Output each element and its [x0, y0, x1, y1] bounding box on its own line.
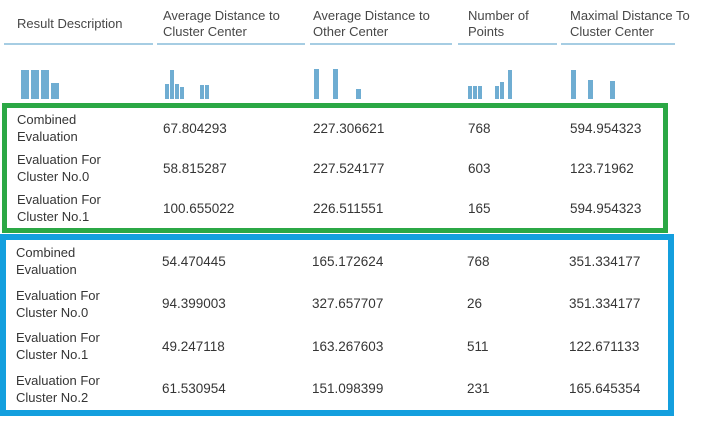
table-row: Evaluation For Cluster No.1 49.247118 163.…	[6, 325, 668, 368]
cell-value: 165.645354	[569, 381, 641, 397]
sparkline-bar-number-of-points[interactable]	[478, 86, 482, 99]
sparkline-bar-result-description[interactable]	[51, 83, 59, 99]
cell-result-description: Combined Evaluation	[17, 111, 163, 145]
sparkline-bar-result-description[interactable]	[41, 70, 49, 99]
sparkline-bar-number-of-points[interactable]	[508, 70, 512, 99]
cell-value: 67.804293	[163, 120, 227, 136]
sparkline-bar-maximal-distance-cluster-center[interactable]	[571, 70, 576, 99]
cell-value: 768	[467, 253, 490, 269]
cell-value: 603	[468, 160, 491, 176]
cell-value: 351.334177	[569, 296, 641, 312]
header-row: Result Description Average Distance to Cl…	[0, 5, 712, 43]
cell-value: 327.657707	[312, 296, 384, 312]
table-row: Combined Evaluation 54.470445 165.172624 76…	[6, 240, 668, 283]
column-header-maximal-distance-to-cluster-center[interactable]: Maximal Distance To Cluster Center	[570, 7, 690, 40]
column-header-number-of-points[interactable]: Number of Points	[468, 7, 529, 40]
cell-value: 54.470445	[162, 253, 226, 269]
sparkline-bar-avg-distance-cluster-center[interactable]	[205, 85, 209, 99]
cell-value: 511	[467, 338, 489, 354]
table-row: Evaluation For Cluster No.0 58.815287 227.…	[7, 148, 663, 188]
sparkline-bar-avg-distance-cluster-center[interactable]	[170, 70, 174, 99]
result-group-blue: Combined Evaluation 54.470445 165.172624 76…	[0, 234, 674, 416]
result-description-text: Evaluation For Cluster No.1	[16, 330, 100, 363]
sparkline-bar-avg-distance-cluster-center[interactable]	[165, 84, 169, 99]
divider-segment	[310, 43, 452, 45]
sparkline-bar-avg-distance-cluster-center[interactable]	[175, 84, 179, 99]
sparkline-bar-avg-distance-other-center[interactable]	[333, 69, 338, 99]
table-row: Evaluation For Cluster No.1 100.655022 226…	[7, 188, 663, 228]
result-description-text: Evaluation For Cluster No.0	[17, 152, 101, 184]
cell-value: 58.815287	[163, 160, 227, 176]
sparkline-bar-result-description[interactable]	[31, 70, 39, 99]
cell-value: 768	[468, 120, 491, 136]
cell-value: 165.172624	[312, 253, 384, 269]
result-description-text: Evaluation For Cluster No.0	[16, 287, 100, 320]
cell-result-description: Evaluation For Cluster No.2	[16, 372, 162, 406]
cell-result-description: Evaluation For Cluster No.0	[16, 287, 162, 321]
cell-value: 163.267603	[312, 338, 384, 354]
divider-segment	[458, 43, 557, 45]
cell-result-description: Evaluation For Cluster No.0	[17, 151, 163, 185]
column-header-result-description[interactable]: Result Description	[17, 15, 123, 31]
cell-value: 227.524177	[313, 160, 385, 176]
result-description-text: Combined Evaluation	[17, 112, 78, 144]
cell-value: 165	[468, 200, 491, 216]
divider-segment	[4, 43, 153, 45]
cell-value: 231	[467, 381, 490, 397]
cell-value: 61.530954	[162, 381, 226, 397]
sparkline-bar-number-of-points[interactable]	[495, 86, 499, 99]
sparkline-bar-number-of-points[interactable]	[468, 86, 472, 99]
result-description-text: Combined Evaluation	[16, 245, 77, 278]
result-group-green: Combined Evaluation 67.804293 227.306621 76…	[2, 103, 668, 233]
cell-value: 100.655022	[163, 200, 235, 216]
sparkline-bar-avg-distance-other-center[interactable]	[356, 89, 361, 99]
column-header-average-distance-to-other-center[interactable]: Average Distance to Other Center	[313, 7, 430, 40]
cell-value: 351.334177	[569, 253, 641, 269]
sparkline-bar-avg-distance-cluster-center[interactable]	[180, 87, 184, 99]
cell-value: 49.247118	[162, 338, 225, 354]
sparkline-bar-number-of-points[interactable]	[473, 86, 477, 99]
sparkline-bar-result-description[interactable]	[21, 70, 29, 99]
cell-value: 151.098399	[312, 381, 384, 397]
sparkline-bar-avg-distance-other-center[interactable]	[314, 69, 319, 99]
cell-value: 26	[467, 296, 483, 312]
header-divider	[0, 43, 727, 45]
cell-value: 227.306621	[313, 120, 385, 136]
table-row: Combined Evaluation 67.804293 227.306621 76…	[7, 108, 663, 148]
divider-segment	[561, 43, 675, 45]
cell-result-description: Combined Evaluation	[16, 244, 162, 278]
cell-result-description: Evaluation For Cluster No.1	[16, 329, 162, 363]
cell-value: 94.399003	[162, 296, 226, 312]
cell-result-description: Evaluation For Cluster No.1	[17, 191, 163, 225]
table-row: Evaluation For Cluster No.0 94.399003 327.…	[6, 283, 668, 326]
table-row: Evaluation For Cluster No.2 61.530954 151.…	[6, 368, 668, 411]
sparkline-row	[0, 55, 727, 99]
result-description-text: Evaluation For Cluster No.2	[16, 372, 100, 405]
sparkline-bar-maximal-distance-cluster-center[interactable]	[610, 81, 615, 99]
column-header-average-distance-to-cluster-center[interactable]: Average Distance to Cluster Center	[163, 7, 280, 40]
cell-value: 594.954323	[570, 120, 642, 136]
sparkline-bar-number-of-points[interactable]	[500, 82, 504, 99]
divider-segment	[157, 43, 305, 45]
sparkline-bar-maximal-distance-cluster-center[interactable]	[588, 80, 593, 99]
cell-value: 226.511551	[313, 200, 384, 216]
cell-value: 594.954323	[570, 200, 642, 216]
cell-value: 122.671133	[569, 338, 640, 354]
result-description-text: Evaluation For Cluster No.1	[17, 192, 101, 224]
cell-value: 123.71962	[570, 160, 634, 176]
sparkline-bar-avg-distance-cluster-center[interactable]	[200, 85, 204, 99]
